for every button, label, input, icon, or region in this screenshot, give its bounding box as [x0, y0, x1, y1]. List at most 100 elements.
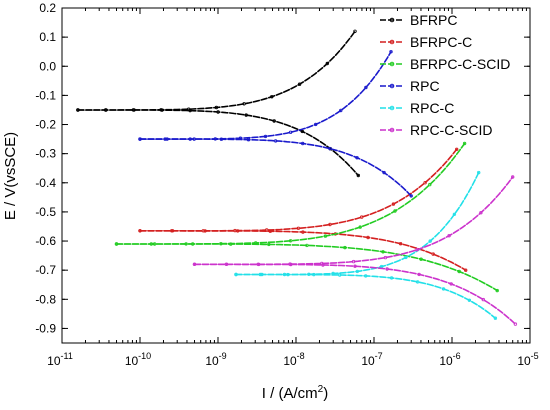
legend-item-bfrpc-c: BFRPC-C — [380, 34, 472, 50]
anodic-data-point — [314, 122, 318, 127]
anodic-data-point — [353, 29, 357, 33]
y-tick-label: -0.1 — [35, 88, 56, 102]
cathodic-data-point — [467, 298, 472, 302]
legend-label: RPC-C — [410, 100, 454, 116]
cathodic-data-point — [353, 264, 357, 268]
y-tick-label: -0.9 — [35, 321, 56, 335]
cathodic-data-point — [481, 297, 485, 302]
cathodic-data-point — [305, 243, 309, 248]
cathodic-branch-line — [193, 263, 517, 325]
cathodic-data-point — [104, 108, 108, 112]
anodic-data-point — [288, 239, 293, 243]
cathodic-branch-line — [139, 230, 467, 271]
cathodic-data-point — [495, 288, 499, 293]
cathodic-data-point — [114, 242, 119, 246]
x-tick-label-exponent: -8 — [297, 351, 305, 361]
cathodic-data-point — [138, 137, 142, 141]
cathodic-data-point — [76, 108, 80, 112]
cathodic-data-point — [513, 322, 518, 326]
cathodic-data-point — [364, 274, 368, 278]
x-tick-label: 10-8 — [283, 351, 304, 368]
x-tick-label-exponent: -7 — [375, 351, 383, 361]
cathodic-data-point — [493, 316, 498, 320]
x-tick-label-exponent: -10 — [138, 351, 151, 361]
legend-swatch-marker — [389, 61, 395, 67]
anodic-data-point — [428, 182, 432, 187]
cathodic-data-point — [419, 257, 423, 261]
legend-item-rpc-c-scid: RPC-C-SCID — [380, 122, 492, 138]
cathodic-data-point — [132, 108, 136, 112]
y-tick-label: -0.5 — [35, 205, 56, 219]
y-axis-label: E / V(vsSCE) — [2, 132, 19, 220]
x-tick-label-base: 10 — [361, 354, 375, 368]
cathodic-data-point — [464, 268, 468, 272]
x-tick-label-exponent: -5 — [531, 351, 539, 361]
cathodic-data-point — [286, 272, 290, 277]
cathodic-data-point — [382, 170, 386, 175]
anodic-branch-line — [139, 148, 458, 232]
anodic-data-point — [364, 85, 368, 90]
cathodic-data-point — [234, 272, 238, 277]
x-axis-label-main: I / (A/cm — [262, 385, 318, 402]
cathodic-data-point — [417, 272, 421, 277]
series-rpc-c — [234, 170, 498, 320]
x-tick-label: 10-9 — [205, 351, 226, 368]
cathodic-data-point — [235, 229, 240, 233]
anodic-branch-line — [193, 176, 514, 266]
anodic-data-point — [415, 247, 419, 252]
cathodic-data-point — [300, 129, 304, 134]
cathodic-data-point — [301, 230, 305, 234]
cathodic-data-point — [224, 262, 229, 266]
anodic-data-point — [360, 215, 364, 219]
cathodic-data-point — [441, 287, 446, 291]
cathodic-data-point — [409, 194, 413, 198]
anodic-data-point — [462, 141, 467, 146]
cathodic-data-point — [190, 242, 195, 246]
x-tick-label: 10-6 — [439, 351, 460, 368]
cathodic-data-point — [312, 272, 316, 277]
x-tick-label-base: 10 — [283, 354, 297, 368]
cathodic-data-point — [389, 276, 394, 280]
cathodic-data-point — [228, 242, 233, 246]
cathodic-data-point — [268, 229, 272, 233]
y-tick-label: -0.4 — [35, 176, 56, 190]
cathodic-data-point — [449, 282, 453, 286]
cathodic-branch-line — [115, 243, 498, 292]
legend-swatch-marker — [389, 17, 395, 23]
cathodic-branch-line — [235, 273, 497, 319]
legend: BFRPC BFRPC-C BFRPC-C-SCID RPC RPC-C RPC-C-SC… — [380, 12, 510, 138]
cathodic-data-point — [321, 263, 325, 267]
cathodic-data-point — [160, 108, 164, 112]
legend-label: RPC — [410, 78, 440, 94]
cathodic-data-point — [138, 229, 142, 233]
cathodic-data-point — [273, 139, 278, 143]
x-tick-label-exponent: -6 — [453, 351, 461, 361]
cathodic-data-point — [301, 141, 305, 146]
anodic-data-point — [270, 94, 274, 99]
y-tick-label: -0.3 — [35, 147, 56, 161]
anodic-data-point — [383, 255, 388, 260]
anodic-data-point — [428, 239, 432, 243]
anodic-branch-line — [77, 30, 356, 111]
cathodic-data-point — [170, 229, 175, 233]
cathodic-data-point — [216, 110, 220, 114]
cathodic-data-point — [272, 119, 276, 123]
legend-item-bfrpc-c-scid: BFRPC-C-SCID — [380, 56, 510, 72]
series-rpc-c-scid — [192, 175, 518, 326]
x-tick-label: 10-11 — [47, 351, 73, 368]
anodic-data-point — [323, 234, 328, 238]
x-axis-label: I / (A/cm2) — [262, 384, 328, 402]
series-bfrpc-c-scid — [114, 141, 499, 293]
x-tick-label-base: 10 — [205, 354, 219, 368]
x-tick-label-base: 10 — [47, 354, 61, 368]
series-rpc — [138, 50, 413, 198]
anodic-data-point — [389, 50, 393, 54]
y-tick-label: -0.6 — [35, 234, 56, 248]
anodic-data-point — [447, 233, 451, 238]
cathodic-data-point — [355, 155, 359, 160]
cathodic-data-point — [338, 273, 342, 277]
anodic-data-point — [288, 130, 293, 134]
x-axis-label-close: ) — [323, 385, 328, 402]
legend-item-bfrpc: BFRPC — [380, 12, 457, 28]
cathodic-data-point — [381, 250, 385, 254]
